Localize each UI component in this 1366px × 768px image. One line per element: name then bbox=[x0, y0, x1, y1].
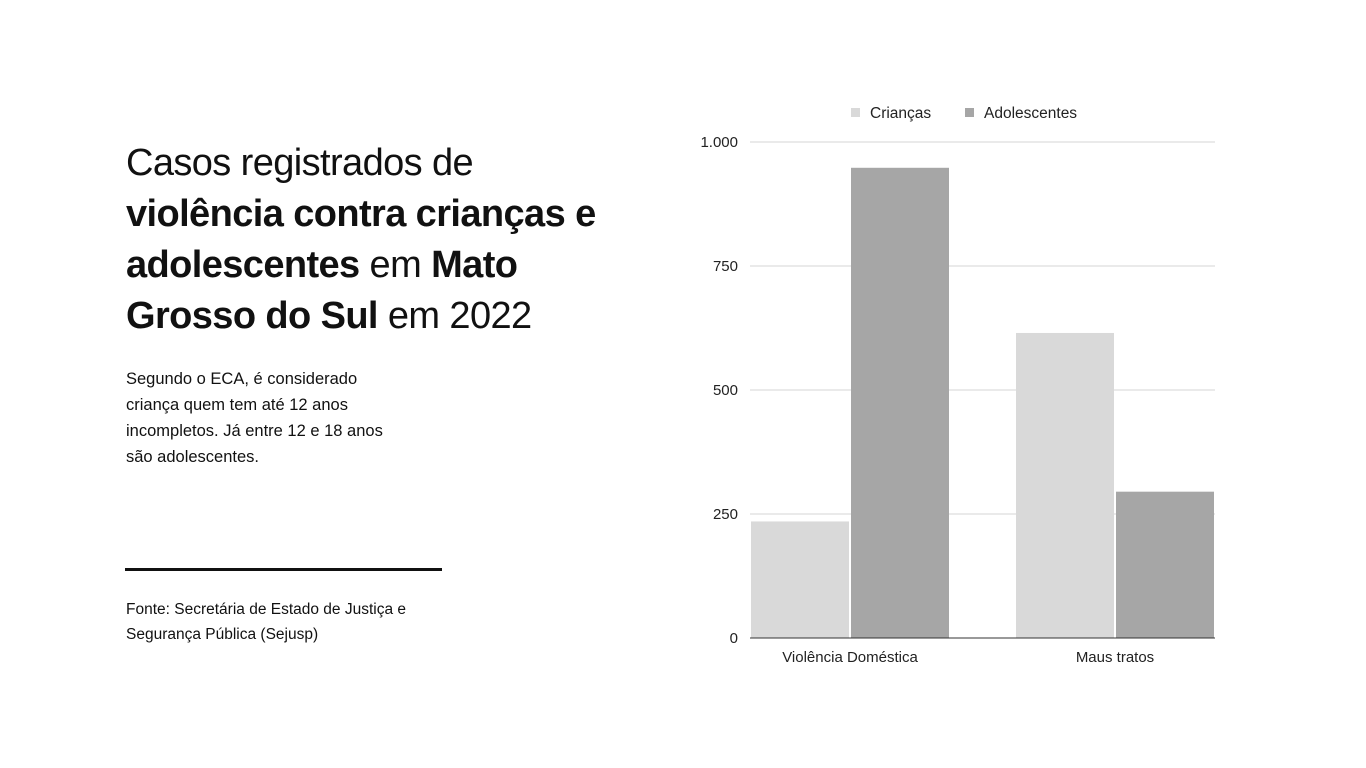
divider bbox=[125, 568, 442, 571]
headline-mid: em bbox=[359, 244, 432, 286]
chart-grid bbox=[750, 141, 1215, 515]
legend-swatch bbox=[851, 108, 860, 117]
bar-chart: 0 250 500 750 1.000 Violência Doméstica Maus t… bbox=[700, 105, 1215, 666]
legend-label: Adolescentes bbox=[984, 105, 1077, 122]
y-tick-label: 0 bbox=[730, 630, 738, 647]
headline-bold1: violência contra crianças e adolescentes bbox=[126, 193, 596, 286]
headline-line1: Casos registrados de bbox=[126, 142, 474, 184]
x-tick-label: Maus tratos bbox=[1076, 649, 1154, 666]
x-tick-label: Violência Doméstica bbox=[782, 649, 918, 666]
chart-bars bbox=[751, 167, 1214, 638]
source-note: Fonte: Secretária de Estado de Justiça e… bbox=[126, 601, 407, 643]
description: Segundo o ECA, é considerado criança que… bbox=[126, 370, 383, 466]
headline-end: em 2022 bbox=[377, 295, 532, 337]
chart-legend: Crianças Adolescentes bbox=[851, 105, 1077, 122]
legend-label: Crianças bbox=[870, 105, 931, 122]
bar-adolescentes-0 bbox=[851, 167, 949, 638]
chart-axes: 0 250 500 750 1.000 Violência Doméstica Maus t… bbox=[700, 134, 1215, 666]
headline: Casos registrados de violência contra cri… bbox=[126, 138, 606, 342]
y-tick-label: 250 bbox=[713, 506, 738, 523]
legend-swatch bbox=[965, 108, 974, 117]
y-tick-label: 1.000 bbox=[700, 134, 738, 151]
bar-criancas-1 bbox=[1016, 332, 1114, 638]
y-tick-label: 750 bbox=[713, 258, 738, 275]
bar-adolescentes-1 bbox=[1116, 491, 1214, 638]
bar-criancas-0 bbox=[751, 521, 849, 638]
y-tick-label: 500 bbox=[713, 382, 738, 399]
headline-bold2: Mato Grosso do Sul bbox=[126, 244, 518, 337]
